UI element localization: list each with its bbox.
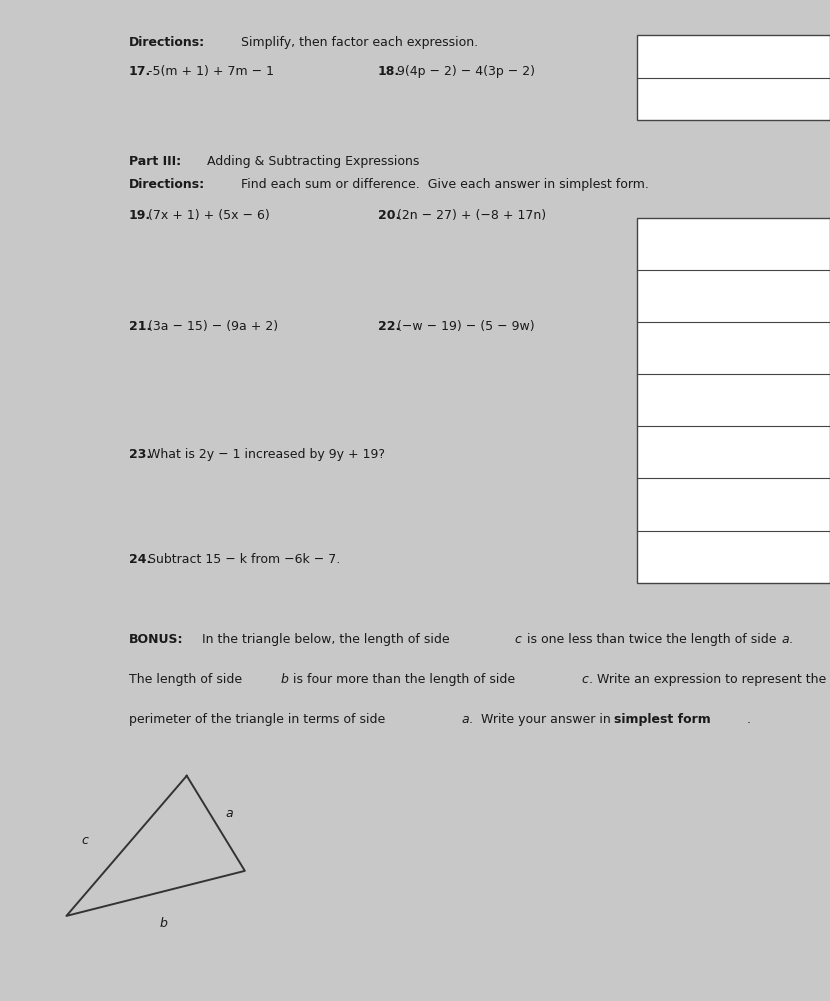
Text: c: c — [515, 633, 521, 646]
Text: 22.: 22. — [646, 382, 666, 395]
Text: 24.: 24. — [129, 553, 151, 566]
Text: Adding & Subtracting Expressions: Adding & Subtracting Expressions — [203, 155, 420, 168]
Text: .: . — [788, 633, 793, 646]
Text: 24.: 24. — [646, 486, 666, 499]
Text: a: a — [782, 633, 789, 646]
Text: BONUS:: BONUS: — [129, 633, 183, 646]
Text: 17.: 17. — [129, 65, 151, 78]
Text: 20.: 20. — [378, 209, 400, 222]
Bar — [637, 35, 830, 120]
Text: 23.: 23. — [129, 448, 151, 461]
Text: is one less than twice the length of side: is one less than twice the length of sid… — [523, 633, 780, 646]
Text: Part III:: Part III: — [129, 155, 181, 168]
Text: Directions:: Directions: — [129, 36, 205, 49]
Text: What is 2y − 1 increased by 9y + 19?: What is 2y − 1 increased by 9y + 19? — [148, 448, 385, 461]
Text: 9(4p − 2) − 4(3p − 2): 9(4p − 2) − 4(3p − 2) — [397, 65, 535, 78]
Bar — [637, 218, 830, 583]
Text: 17.: 17. — [646, 42, 666, 55]
Text: The length of side: The length of side — [129, 673, 246, 686]
Text: (−w − 19) − (5 − 9w): (−w − 19) − (5 − 9w) — [397, 320, 535, 333]
Text: Simplify, then factor each expression.: Simplify, then factor each expression. — [237, 36, 478, 49]
Text: a: a — [226, 807, 233, 820]
Text: perimeter of the triangle in terms of side: perimeter of the triangle in terms of si… — [129, 713, 389, 726]
Text: 23.: 23. — [646, 434, 666, 447]
Text: c: c — [81, 835, 88, 847]
Text: 18.: 18. — [646, 85, 666, 97]
Text: (7x + 1) + (5x − 6): (7x + 1) + (5x − 6) — [148, 209, 270, 222]
Text: Subtract 15 − k from −6k − 7.: Subtract 15 − k from −6k − 7. — [148, 553, 340, 566]
Text: . Write an expression to represent the: . Write an expression to represent the — [589, 673, 827, 686]
Text: 18.: 18. — [378, 65, 400, 78]
Text: a: a — [461, 713, 469, 726]
Text: -5(m + 1) + 7m − 1: -5(m + 1) + 7m − 1 — [148, 65, 274, 78]
Text: 21.: 21. — [129, 320, 151, 333]
Text: c: c — [581, 673, 588, 686]
Text: In the triangle below, the length of side: In the triangle below, the length of sid… — [198, 633, 453, 646]
Text: b: b — [160, 917, 168, 930]
Text: 19.: 19. — [646, 226, 666, 239]
Text: Directions:: Directions: — [129, 178, 205, 191]
Text: .  Write your answer in: . Write your answer in — [469, 713, 615, 726]
Text: 21.: 21. — [646, 330, 666, 343]
Text: 20.: 20. — [646, 278, 666, 291]
Text: 19.: 19. — [129, 209, 151, 222]
Text: simplest form: simplest form — [614, 713, 711, 726]
Text: (2n − 27) + (−8 + 17n): (2n − 27) + (−8 + 17n) — [397, 209, 546, 222]
Text: Find each sum or difference.  Give each answer in simplest form.: Find each sum or difference. Give each a… — [237, 178, 648, 191]
Text: 22.: 22. — [378, 320, 400, 333]
Text: .: . — [747, 713, 751, 726]
Text: (3a − 15) − (9a + 2): (3a − 15) − (9a + 2) — [148, 320, 278, 333]
Text: b: b — [281, 673, 288, 686]
Text: is four more than the length of side: is four more than the length of side — [289, 673, 519, 686]
Text: B.: B. — [646, 539, 658, 552]
